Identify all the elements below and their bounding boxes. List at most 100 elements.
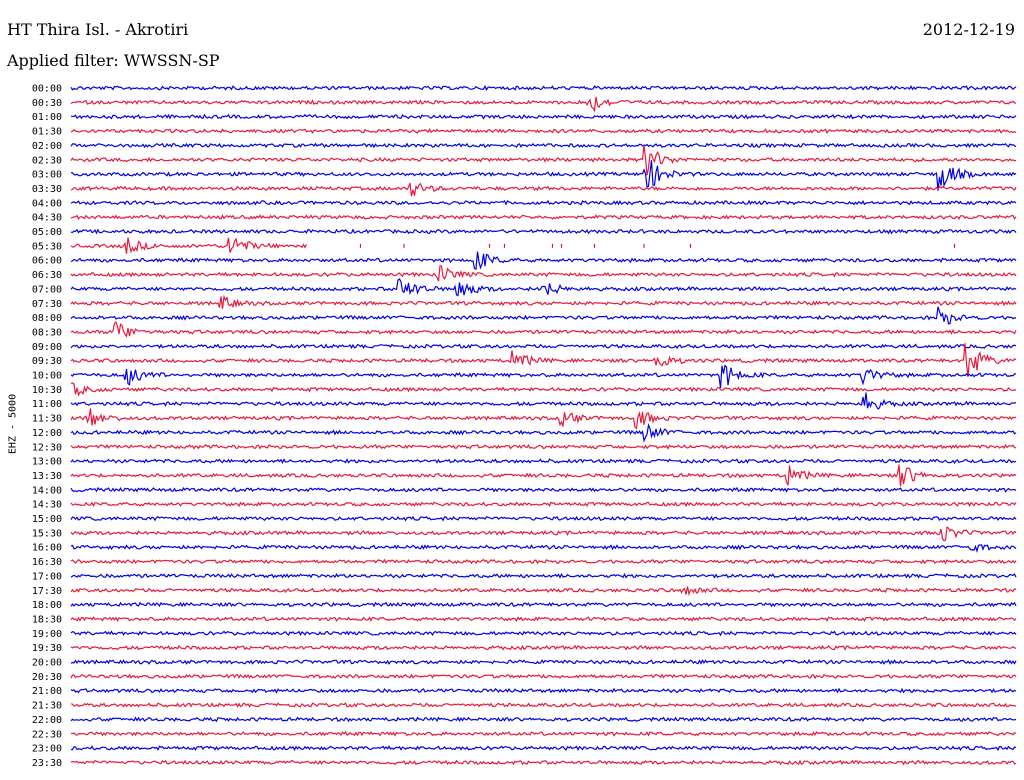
trace-line — [70, 644, 1017, 651]
time-label: 15:30 — [32, 528, 62, 539]
time-label: 05:30 — [32, 241, 62, 252]
time-label: 07:00 — [32, 284, 62, 295]
time-label: 00:30 — [32, 98, 62, 109]
trace-line — [70, 616, 1017, 623]
time-label: 16:30 — [32, 557, 62, 568]
trace-line — [70, 382, 1017, 397]
trace-line — [70, 237, 956, 254]
time-label: 17:00 — [32, 571, 62, 582]
trace-line — [70, 343, 1017, 377]
time-label: 04:30 — [32, 213, 62, 224]
trace-line — [70, 526, 1017, 542]
time-label: 02:30 — [32, 155, 62, 166]
trace-line — [70, 278, 1017, 297]
time-label: 09:30 — [32, 356, 62, 367]
trace-line — [70, 687, 1017, 694]
time-label: 01:00 — [32, 112, 62, 123]
time-label: 01:30 — [32, 127, 62, 138]
trace-line — [70, 759, 1017, 766]
time-label: 13:00 — [32, 457, 62, 468]
time-label: 14:00 — [32, 485, 62, 496]
trace-line — [70, 265, 1017, 282]
time-label: 21:30 — [32, 701, 62, 712]
trace-line — [70, 716, 1017, 723]
trace-line — [70, 464, 1017, 487]
trace-line — [70, 392, 1016, 410]
trace-line — [70, 214, 1017, 221]
time-label: 22:00 — [32, 715, 62, 726]
trace-line — [70, 458, 1017, 464]
trace-line — [70, 658, 1017, 666]
time-label: 22:30 — [32, 729, 62, 740]
time-label: 02:00 — [32, 141, 62, 152]
time-label: 20:30 — [32, 672, 62, 683]
trace-line — [70, 601, 1017, 608]
date-label: 2012-12-19 — [922, 20, 1015, 39]
trace-line — [70, 160, 1017, 191]
time-label: 16:00 — [32, 543, 62, 554]
trace-line — [70, 702, 1017, 708]
time-label: 08:00 — [32, 313, 62, 324]
trace-line — [70, 572, 1017, 579]
trace-line — [70, 515, 1017, 522]
trace-line — [70, 321, 1017, 338]
time-label: 21:00 — [32, 686, 62, 697]
time-label: 19:00 — [32, 629, 62, 640]
time-label: 19:30 — [32, 643, 62, 654]
trace-line — [70, 128, 1017, 135]
trace-line — [70, 199, 1017, 206]
station-title: HT Thira Isl. - Akrotiri — [7, 20, 189, 39]
trace-line — [70, 423, 1017, 443]
trace-line — [70, 251, 1017, 271]
time-label: 20:00 — [32, 658, 62, 669]
trace-line — [70, 558, 1017, 565]
time-label: 10:30 — [32, 385, 62, 396]
time-label: 04:00 — [32, 198, 62, 209]
time-label: 07:30 — [32, 299, 62, 310]
trace-line — [70, 343, 1017, 350]
filter-label: Applied filter: WWSSN-SP — [7, 51, 220, 70]
time-label: 14:30 — [32, 500, 62, 511]
time-label: 08:30 — [32, 327, 62, 338]
trace-line — [70, 443, 1017, 450]
trace-line — [70, 364, 1017, 389]
trace-line — [70, 486, 1017, 493]
time-label: 06:00 — [32, 256, 62, 267]
time-label: 05:00 — [32, 227, 62, 238]
time-label: 03:00 — [32, 170, 62, 181]
trace-line — [70, 84, 1017, 92]
time-label: 09:00 — [32, 342, 62, 353]
time-label: 23:00 — [32, 744, 62, 755]
time-label: 13:30 — [32, 471, 62, 482]
time-label: 06:30 — [32, 270, 62, 281]
time-label: 12:00 — [32, 428, 62, 439]
trace-line — [70, 673, 1017, 680]
trace-line — [70, 145, 1017, 176]
time-label: 17:30 — [32, 586, 62, 597]
time-label: 11:30 — [32, 414, 62, 425]
trace-line — [70, 294, 1017, 309]
trace-line — [71, 113, 1017, 120]
time-label: 12:30 — [32, 442, 62, 453]
trace-line — [70, 544, 1017, 554]
trace-line — [70, 730, 1017, 737]
time-label: 18:00 — [32, 600, 62, 611]
trace-line — [70, 182, 1017, 197]
time-label: 23:30 — [32, 758, 62, 769]
trace-line — [70, 228, 1017, 235]
time-label: 18:30 — [32, 614, 62, 625]
time-label: 10:00 — [32, 371, 62, 382]
trace-line — [70, 306, 1017, 325]
time-label: 15:00 — [32, 514, 62, 525]
trace-line — [71, 745, 1017, 752]
time-label: 03:30 — [32, 184, 62, 195]
time-label: 11:00 — [32, 399, 62, 410]
trace-line — [70, 586, 1017, 597]
trace-line — [70, 630, 1017, 637]
trace-line — [70, 408, 1017, 430]
trace-line — [70, 96, 1017, 113]
time-label: 00:00 — [32, 84, 62, 95]
trace-line — [70, 142, 1017, 149]
trace-line — [70, 501, 1017, 508]
